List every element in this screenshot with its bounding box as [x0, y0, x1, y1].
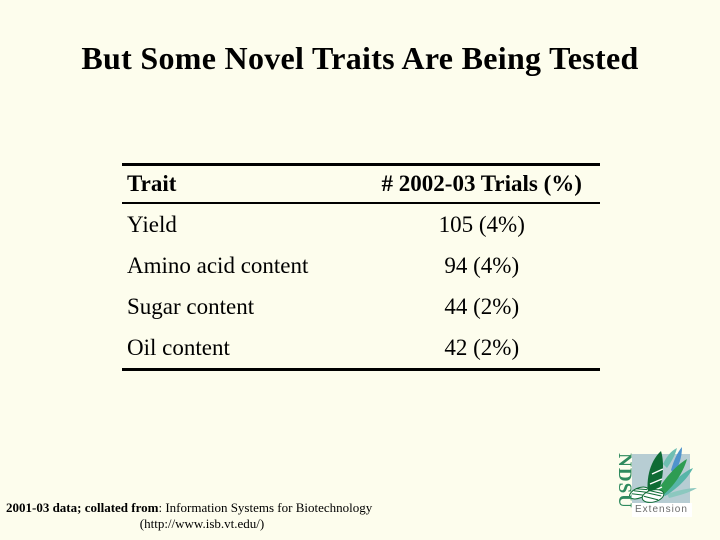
footnote-source-text: : Information Systems for Biotechnology: [158, 500, 373, 515]
logo-extension-label: Extension: [632, 503, 692, 517]
table-top-rule: [122, 163, 600, 166]
slide-title: But Some Novel Traits Are Being Tested: [81, 40, 639, 76]
trait-cell: Amino acid content: [127, 252, 309, 278]
trials-value-cell: 44 (2%): [444, 293, 520, 319]
trait-cell: Yield: [127, 211, 177, 237]
footnote-url: (http://www.isb.vt.edu/): [139, 516, 265, 532]
footnote-source-label: 2001-03 data; collated from: [6, 500, 159, 515]
footnote-source-line: 2001-03 data; collated from: Information…: [6, 500, 398, 516]
table-row: Sugar content 44 (2%): [122, 286, 600, 327]
footnote: 2001-03 data; collated from: Information…: [6, 500, 398, 533]
trials-value-cell: 94 (4%): [444, 252, 520, 278]
trait-cell: Oil content: [127, 334, 230, 360]
column-header-trait: Trait: [127, 171, 177, 196]
wheat-leaf-icon: [629, 447, 697, 503]
table-row: Amino acid content 94 (4%): [122, 245, 600, 286]
table-header-row: Trait # 2002-03 Trials (%): [122, 166, 600, 202]
trait-cell: Sugar content: [127, 293, 255, 319]
column-header-trials: # 2002-03 Trials (%): [381, 171, 582, 196]
table-body: Yield 105 (4%) Amino acid content 94 (4%) Su…: [122, 204, 600, 368]
trials-value-cell: 105 (4%): [438, 211, 525, 237]
table-header-rule: [122, 202, 600, 204]
trials-value-cell: 42 (2%): [444, 334, 520, 360]
table-row: Yield 105 (4%): [122, 204, 600, 245]
ndsu-wordmark: NDSU: [614, 453, 635, 509]
table-row: Oil content 42 (2%): [122, 327, 600, 368]
ndsu-extension-logo: NDSU Extension: [613, 446, 705, 520]
table-bottom-rule: [122, 368, 600, 371]
trials-table: Trait # 2002-03 Trials (%) Yield 105 (4%)…: [122, 163, 600, 371]
